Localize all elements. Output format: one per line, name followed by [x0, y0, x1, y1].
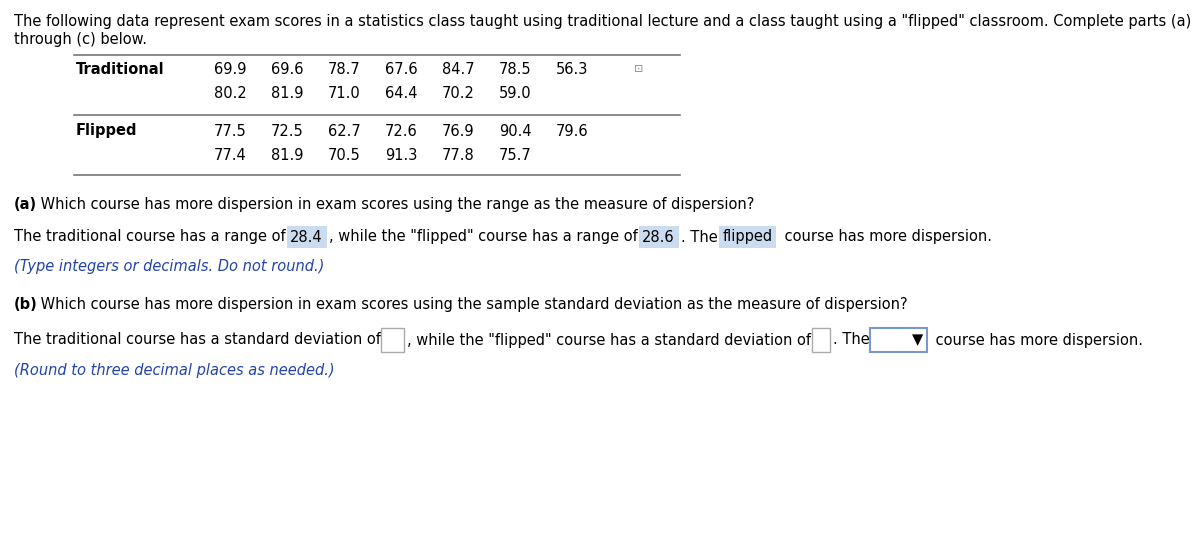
Text: Which course has more dispersion in exam scores using the sample standard deviat: Which course has more dispersion in exam…: [36, 297, 907, 312]
Text: 77.4: 77.4: [214, 148, 246, 163]
Text: . The: . The: [680, 230, 722, 245]
Text: course has more dispersion.: course has more dispersion.: [931, 333, 1142, 348]
Text: 78.5: 78.5: [499, 61, 532, 77]
Text: Flipped: Flipped: [76, 124, 138, 139]
Text: 81.9: 81.9: [271, 85, 304, 101]
Text: (Round to three decimal places as needed.): (Round to three decimal places as needed…: [14, 362, 335, 377]
Text: 71.0: 71.0: [328, 85, 360, 101]
Text: 28.6: 28.6: [642, 230, 674, 245]
Text: 69.6: 69.6: [271, 61, 304, 77]
Text: The following data represent exam scores in a statistics class taught using trad: The following data represent exam scores…: [14, 14, 1192, 29]
Text: The traditional course has a range of: The traditional course has a range of: [14, 230, 290, 245]
Text: 76.9: 76.9: [442, 124, 474, 139]
Text: , while the "flipped" course has a standard deviation of: , while the "flipped" course has a stand…: [407, 333, 816, 348]
Text: (b): (b): [14, 297, 37, 312]
Text: 75.7: 75.7: [499, 148, 532, 163]
Text: (a): (a): [14, 197, 37, 212]
Text: 56.3: 56.3: [556, 61, 588, 77]
Text: 90.4: 90.4: [499, 124, 532, 139]
Text: 78.7: 78.7: [328, 61, 360, 77]
Text: 64.4: 64.4: [385, 85, 418, 101]
Text: 59.0: 59.0: [499, 85, 532, 101]
Text: Traditional: Traditional: [76, 61, 164, 77]
Text: 70.5: 70.5: [328, 148, 360, 163]
Text: flipped: flipped: [722, 230, 773, 245]
Text: . The: . The: [833, 333, 875, 348]
Text: 91.3: 91.3: [385, 148, 418, 163]
Text: ⊡: ⊡: [634, 64, 643, 74]
Text: 67.6: 67.6: [385, 61, 418, 77]
Text: 62.7: 62.7: [328, 124, 360, 139]
Text: through (c) below.: through (c) below.: [14, 32, 148, 47]
Text: (Type integers or decimals. Do not round.): (Type integers or decimals. Do not round…: [14, 260, 324, 274]
Text: , while the "flipped" course has a range of: , while the "flipped" course has a range…: [329, 230, 642, 245]
Text: 77.8: 77.8: [442, 148, 474, 163]
Text: Which course has more dispersion in exam scores using the range as the measure o: Which course has more dispersion in exam…: [36, 197, 755, 212]
Text: ▼: ▼: [875, 333, 923, 348]
Text: 72.5: 72.5: [271, 124, 304, 139]
Text: 84.7: 84.7: [442, 61, 474, 77]
Text: 70.2: 70.2: [442, 85, 474, 101]
Text: 79.6: 79.6: [556, 124, 588, 139]
Text: course has more dispersion.: course has more dispersion.: [780, 230, 992, 245]
Text: The traditional course has a standard deviation of: The traditional course has a standard de…: [14, 333, 385, 348]
Text: 77.5: 77.5: [214, 124, 246, 139]
Text: 81.9: 81.9: [271, 148, 304, 163]
Text: 69.9: 69.9: [214, 61, 246, 77]
Text: 80.2: 80.2: [214, 85, 246, 101]
Text: 28.4: 28.4: [290, 230, 323, 245]
Text: 72.6: 72.6: [385, 124, 418, 139]
